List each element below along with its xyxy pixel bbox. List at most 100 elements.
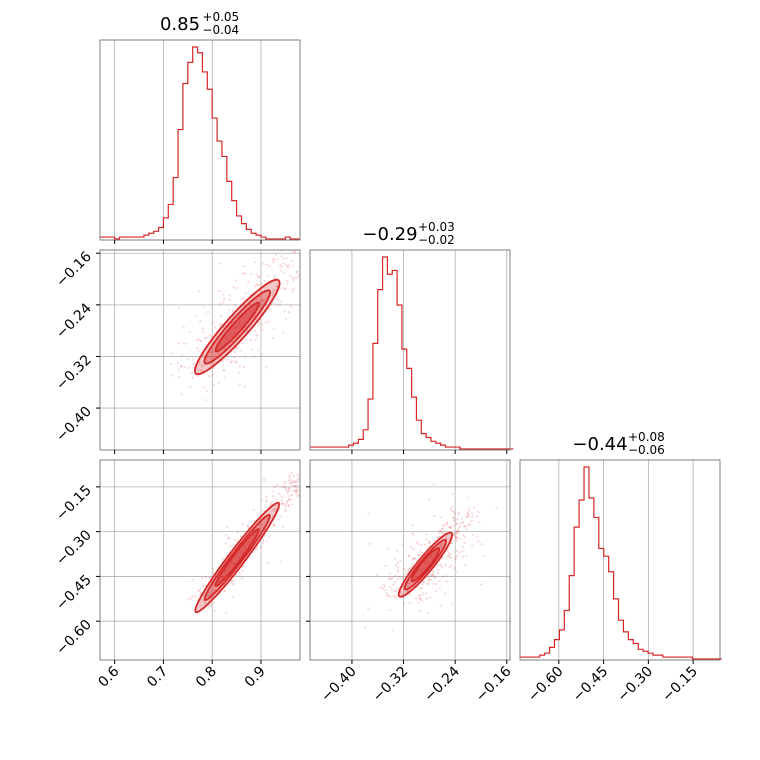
- sample-point: [213, 326, 217, 329]
- sample-point: [208, 592, 211, 596]
- sample-point: [301, 267, 303, 269]
- sample-point: [227, 583, 230, 587]
- sample-point: [271, 301, 274, 304]
- sample-point: [449, 526, 452, 529]
- sample-point: [196, 347, 199, 350]
- sample-point: [254, 333, 257, 336]
- y-tick-label: −0.24: [53, 300, 95, 342]
- sample-point: [279, 264, 282, 267]
- sample-point: [455, 531, 459, 534]
- sample-point: [233, 578, 236, 581]
- sample-point: [256, 547, 259, 550]
- sample-point: [279, 300, 282, 304]
- sample-point: [287, 497, 291, 501]
- sample-point: [417, 543, 420, 546]
- sample-point: [223, 348, 226, 351]
- sample-point: [265, 500, 268, 503]
- sample-point: [291, 484, 294, 487]
- title-value: −0.29: [362, 224, 417, 245]
- sample-point: [389, 577, 393, 580]
- sample-point: [223, 590, 226, 593]
- sample-point: [456, 554, 459, 557]
- sample-point: [197, 350, 200, 353]
- sample-point: [284, 263, 288, 266]
- sample-point: [243, 272, 246, 275]
- sample-point: [178, 306, 181, 309]
- sample-point: [217, 352, 220, 355]
- sample-point: [231, 582, 234, 585]
- sample-point: [282, 502, 285, 505]
- sample-point: [177, 368, 180, 371]
- sample-point: [425, 583, 428, 586]
- sample-point: [201, 327, 205, 330]
- sample-point: [253, 329, 256, 333]
- sample-point: [404, 573, 407, 576]
- sample-point: [389, 608, 392, 611]
- sample-point: [285, 489, 288, 492]
- sample-point: [227, 537, 230, 540]
- sample-point: [238, 571, 241, 575]
- sample-point: [190, 597, 193, 600]
- sample-point: [412, 557, 415, 560]
- sample-point: [449, 556, 452, 559]
- sample-point: [220, 315, 223, 318]
- sample-point: [458, 537, 461, 541]
- sample-point: [376, 573, 379, 577]
- sample-point: [258, 524, 261, 527]
- sample-point: [333, 234, 335, 236]
- sample-point: [208, 364, 212, 367]
- sample-point: [276, 484, 279, 487]
- sample-point: [287, 489, 291, 492]
- sample-point: [180, 393, 183, 396]
- sample-point: [452, 533, 455, 536]
- sample-point: [255, 283, 258, 286]
- sample-point: [223, 376, 227, 379]
- sample-point: [301, 259, 303, 261]
- sample-point: [289, 482, 292, 485]
- sample-point: [452, 524, 455, 527]
- sample-point: [434, 576, 437, 579]
- sample-point: [454, 536, 458, 539]
- sample-point: [228, 298, 231, 301]
- sample-point: [428, 541, 431, 544]
- sample-point: [306, 491, 308, 493]
- sample-point: [184, 342, 187, 345]
- sample-point: [395, 587, 398, 590]
- sample-point: [405, 590, 408, 594]
- sample-point: [394, 574, 397, 577]
- sample-point: [241, 569, 244, 572]
- sample-point: [269, 503, 272, 506]
- sample-point: [475, 515, 479, 518]
- sample-point: [260, 499, 263, 502]
- x-tick-label: −0.24: [421, 663, 463, 705]
- sample-point: [414, 557, 417, 560]
- sample-point: [209, 591, 213, 594]
- sample-point: [432, 574, 435, 577]
- sample-point: [231, 580, 234, 583]
- sample-point: [419, 594, 422, 597]
- sample-point: [287, 311, 291, 314]
- sample-point: [289, 482, 292, 485]
- sample-point: [425, 538, 428, 541]
- sample-point: [406, 571, 409, 575]
- sample-point: [421, 592, 425, 595]
- histogram-step-line: [100, 46, 300, 240]
- sample-point: [232, 583, 235, 586]
- sample-point: [265, 540, 268, 543]
- sample-point: [408, 567, 411, 570]
- sample-point: [207, 599, 210, 602]
- sample-point: [447, 554, 450, 558]
- histogram-panel-2: −0.60 −0.45 −0.30 −0.15: [519, 459, 722, 705]
- sample-point: [217, 357, 221, 361]
- sample-point: [260, 323, 264, 326]
- sample-point: [214, 355, 217, 358]
- sample-point: [272, 523, 275, 526]
- sample-point: [399, 591, 402, 594]
- sample-point: [302, 292, 304, 294]
- x-tick-label: −0.40: [318, 664, 360, 706]
- title-plus-error: +0.03: [418, 220, 455, 234]
- sample-point: [244, 292, 247, 295]
- sample-point: [293, 251, 297, 254]
- sample-point: [397, 566, 400, 569]
- sample-point: [394, 557, 397, 560]
